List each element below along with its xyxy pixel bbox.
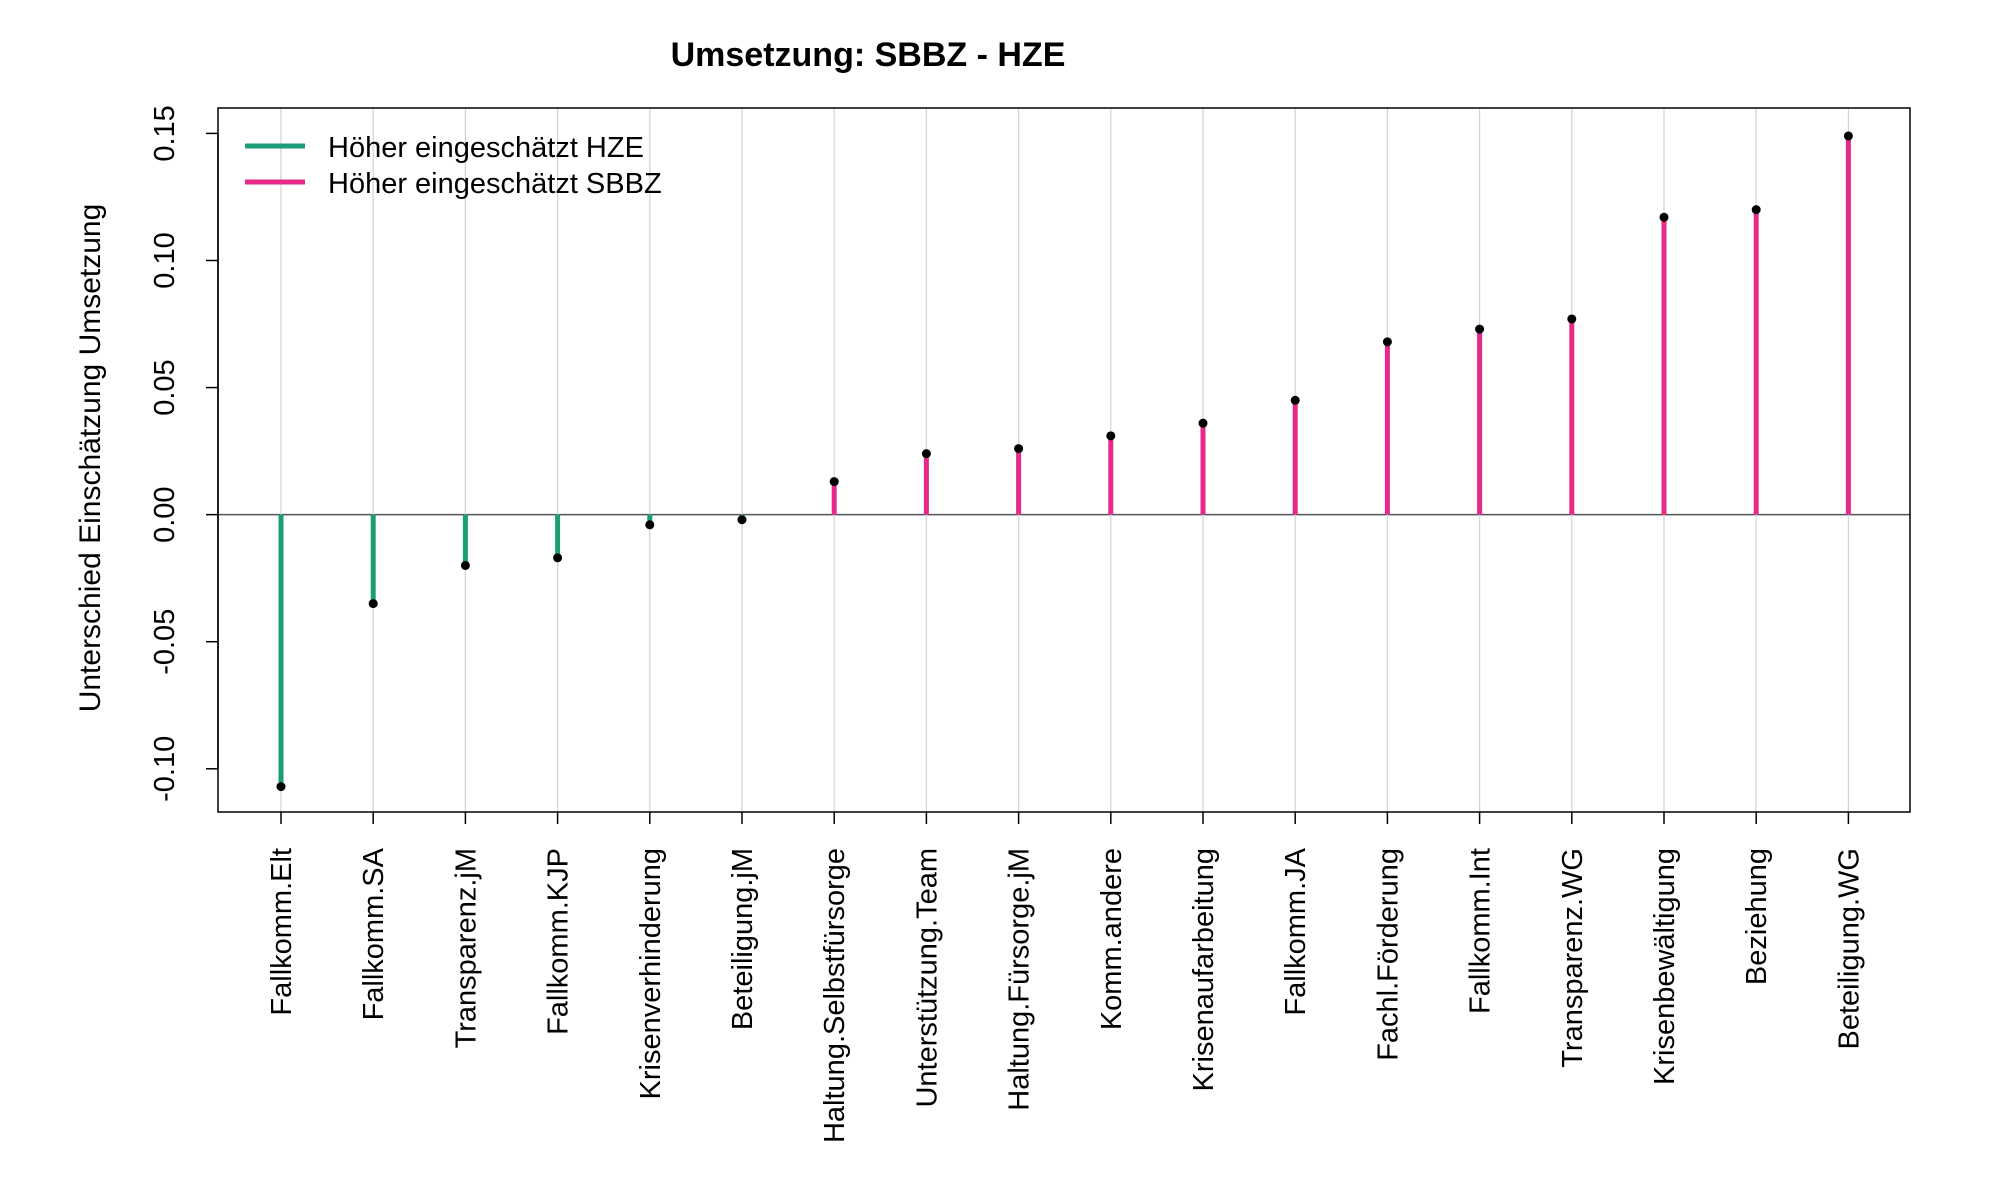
data-point [276,782,286,792]
plot-frame [217,107,1911,813]
y-tick-label: 0.05 [149,359,181,415]
y-tick-label: 0.00 [149,486,181,542]
x-tick-label: Fallkomm.Int [1465,848,1497,1014]
y-axis: -0.10 -0.05 0.00 0.05 0.10 0.15 [149,105,219,802]
x-tick-label: Beteiligung.WG [1833,848,1865,1050]
y-axis-label: Unterschied Einschätzung Umsetzung [74,204,107,713]
x-tick-label: Krisenbewältigung [1649,848,1681,1085]
chart-title: Umsetzung: SBBZ - HZE [671,36,1066,74]
data-point [1659,212,1669,222]
x-tick-label: Transparenz.WG [1557,848,1589,1068]
x-tick-label: Fallkomm.JA [1280,847,1312,1015]
x-axis: Fallkomm.Elt Fallkomm.SA Transparenz.jM Fal… [266,812,1865,1143]
x-tick-label: Krisenaufarbeitung [1188,848,1220,1091]
y-tick-label: 0.15 [149,105,181,161]
x-tick-label: Unterstützung.Team [911,848,943,1108]
data-point [460,560,470,570]
point-layer [276,131,1853,792]
grid-layer [218,108,1910,812]
data-point [829,477,839,487]
data-point [368,599,378,609]
x-tick-label: Beziehung [1741,848,1773,985]
x-tick-label: Fallkomm.KJP [543,848,575,1035]
x-tick-label: Haltung.Fürsorge.jM [1004,848,1036,1111]
data-point [1382,337,1392,347]
data-point [553,553,563,563]
y-tick-label: 0.10 [149,232,181,288]
data-point [1475,324,1485,334]
x-tick-label: Krisenverhinderung [635,848,667,1099]
data-point [1843,131,1853,141]
legend-label-sbbz: Höher eingeschätzt SBBZ [328,168,662,200]
x-tick-label: Fachl.Förderung [1372,848,1404,1061]
data-point [921,449,931,459]
data-point [1567,314,1577,324]
data-point [1014,444,1024,454]
x-tick-label: Haltung.Selbstfürsorge [819,848,851,1143]
x-tick-label: Fallkomm.SA [358,847,390,1020]
y-tick-label: -0.05 [149,609,181,675]
y-tick-label: -0.10 [149,736,181,802]
data-point [1106,431,1116,441]
data-point [645,520,655,530]
legend: Höher eingeschätzt HZE Höher eingeschätz… [245,132,662,200]
legend-label-hze: Höher eingeschätzt HZE [328,132,644,164]
data-point [1198,418,1208,428]
x-tick-label: Komm.andere [1096,848,1128,1030]
x-tick-label: Transparenz.jM [450,848,482,1048]
stem-layer [278,135,1851,787]
data-point [1290,395,1300,405]
data-point [737,515,747,525]
x-tick-label: Beteiligung.jM [727,848,759,1030]
x-tick-label: Fallkomm.Elt [266,848,298,1016]
data-point [1751,205,1761,215]
